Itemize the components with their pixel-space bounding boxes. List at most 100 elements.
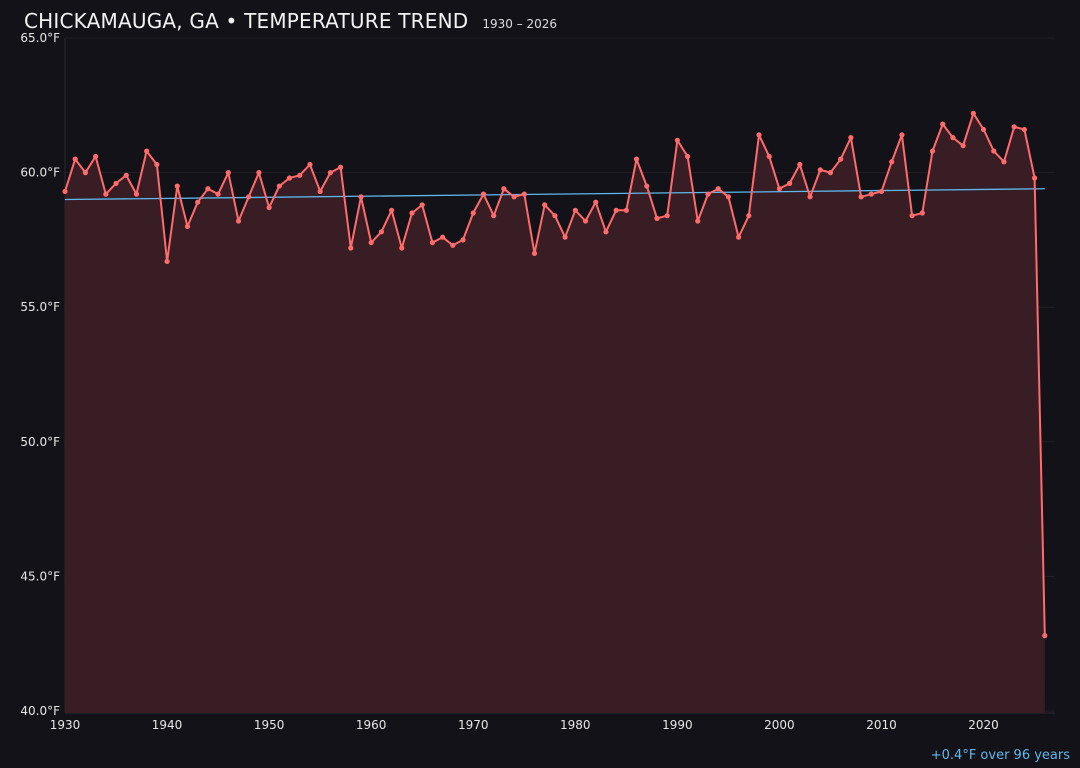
data-point — [929, 148, 936, 154]
data-point — [184, 223, 191, 230]
data-point — [215, 191, 221, 197]
data-point — [480, 191, 487, 197]
data-point — [909, 213, 915, 219]
data-point — [195, 199, 201, 205]
data-point — [827, 170, 834, 176]
data-point — [368, 239, 374, 246]
data-point — [603, 229, 609, 235]
data-point — [623, 207, 629, 213]
data-point — [807, 194, 813, 200]
data-point — [970, 110, 976, 116]
data-point — [62, 188, 68, 195]
data-point — [766, 153, 772, 160]
x-tick-label: 1940 — [152, 718, 183, 732]
data-point — [358, 194, 364, 200]
data-point — [501, 186, 507, 192]
data-point — [93, 153, 99, 160]
data-point — [1042, 633, 1048, 639]
data-point — [337, 164, 344, 170]
data-point — [174, 183, 180, 189]
data-point — [246, 194, 252, 200]
data-point — [582, 218, 589, 224]
data-point — [848, 135, 854, 141]
data-point — [460, 237, 466, 243]
data-point — [776, 186, 783, 192]
chart-header: CHICKAMAUGA, GA • TEMPERATURE TREND 1930… — [24, 9, 557, 33]
data-point — [521, 191, 527, 197]
data-point — [144, 148, 150, 154]
data-point — [858, 194, 864, 200]
data-point — [868, 191, 874, 197]
x-tick-label: 1950 — [254, 718, 285, 732]
y-tick-label: 55.0°F — [20, 300, 60, 314]
data-point — [470, 210, 476, 216]
trend-summary: +0.4°F over 96 years — [930, 748, 1070, 763]
data-point — [225, 170, 231, 176]
y-tick-label: 60.0°F — [20, 166, 60, 180]
chart-title: CHICKAMAUGA, GA • TEMPERATURE TREND — [24, 9, 469, 33]
data-point — [817, 167, 823, 173]
data-point — [409, 210, 415, 216]
data-point — [644, 183, 650, 189]
data-point — [164, 258, 170, 265]
y-tick-label: 65.0°F — [20, 31, 60, 45]
data-point — [286, 175, 293, 181]
data-point — [429, 239, 436, 246]
data-point — [684, 153, 691, 160]
data-point — [419, 202, 425, 208]
data-point — [664, 213, 670, 219]
data-point — [133, 191, 140, 197]
x-tick-label: 1930 — [50, 718, 81, 732]
area-fill — [65, 113, 1045, 713]
data-point — [654, 215, 660, 221]
data-point — [1011, 124, 1017, 130]
data-point — [154, 161, 160, 168]
data-point — [787, 180, 793, 186]
data-point — [491, 213, 497, 219]
x-tick-label: 2010 — [866, 718, 897, 732]
data-point — [378, 229, 384, 235]
data-point — [388, 207, 395, 213]
data-point — [633, 156, 640, 162]
data-point — [1021, 126, 1027, 133]
data-point — [552, 213, 558, 219]
data-point — [317, 188, 323, 195]
x-tick-label: 1990 — [662, 718, 693, 732]
data-point — [593, 199, 599, 205]
data-point — [235, 218, 242, 224]
y-tick-label: 45.0°F — [20, 569, 60, 583]
data-point — [746, 213, 752, 219]
data-point — [756, 132, 762, 138]
data-point — [511, 194, 517, 200]
data-point — [572, 207, 578, 213]
data-point — [72, 156, 78, 162]
data-point — [123, 172, 129, 178]
data-point — [440, 234, 446, 240]
data-point — [695, 218, 701, 224]
data-point — [991, 148, 997, 154]
data-point — [256, 170, 262, 176]
data-point — [736, 234, 742, 240]
chart-subtitle: 1930 – 2026 — [482, 17, 558, 31]
x-tick-label: 1980 — [560, 718, 591, 732]
data-point — [899, 132, 905, 138]
x-tick-label: 1970 — [458, 718, 489, 732]
data-point — [113, 180, 119, 186]
data-point — [450, 242, 456, 248]
data-point — [531, 250, 538, 256]
data-point — [205, 186, 211, 192]
data-point — [980, 126, 987, 133]
y-tick-label: 50.0°F — [20, 435, 60, 449]
data-point — [950, 135, 956, 141]
data-point — [542, 202, 548, 208]
data-point — [562, 234, 568, 240]
data-point — [348, 245, 354, 251]
x-tick-label: 1960 — [356, 718, 387, 732]
data-point — [919, 210, 925, 216]
data-point — [1031, 175, 1038, 181]
data-point — [715, 186, 721, 192]
data-point — [797, 161, 803, 168]
data-point — [1001, 159, 1007, 165]
data-point — [82, 170, 89, 176]
